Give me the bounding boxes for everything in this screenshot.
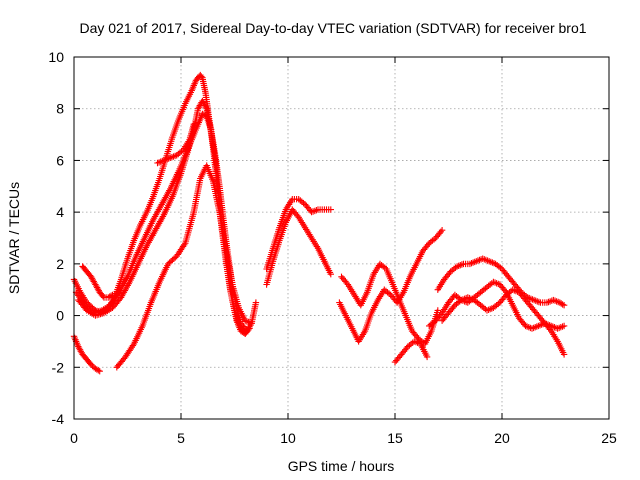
- data-point-track7: [190, 121, 197, 128]
- data-point-track10: [424, 241, 432, 248]
- x-tick-label: 10: [280, 430, 296, 446]
- data-point-track15: [501, 293, 509, 300]
- y-tick-label: -2: [52, 359, 65, 375]
- data-point-track6: [116, 290, 123, 297]
- data-point-track6: [117, 289, 125, 296]
- y-tick-label: 0: [56, 308, 64, 324]
- y-tick-label: 8: [56, 101, 64, 117]
- x-tick-label: 5: [177, 430, 185, 446]
- data-point-track3: [244, 327, 251, 335]
- data-point-track11: [343, 279, 350, 287]
- data-point-track6: [107, 292, 115, 299]
- data-point-track6: [99, 293, 107, 300]
- x-tick-label: 15: [387, 430, 403, 446]
- data-point-track8: [327, 206, 334, 213]
- y-tick-label: 6: [56, 152, 64, 168]
- grid: [74, 57, 609, 419]
- plot-frame: [73, 56, 610, 420]
- data-point-track5: [96, 368, 103, 375]
- data-point-track14: [560, 302, 568, 309]
- data-point-track11: [414, 334, 421, 341]
- data-points: [70, 71, 568, 375]
- data-point-track13: [560, 322, 568, 330]
- data-point-track5: [95, 367, 102, 374]
- y-tick-label: 10: [48, 49, 64, 65]
- x-tick-label: 0: [70, 430, 78, 446]
- data-point-track11: [434, 307, 441, 314]
- data-point-track12: [423, 353, 431, 361]
- y-axis-label: SDTVAR / TECUs: [6, 182, 22, 294]
- data-point-track14: [559, 301, 566, 308]
- x-tick-label: 20: [494, 430, 510, 446]
- x-tick-label: 25: [601, 430, 617, 446]
- data-point-track4: [252, 299, 260, 306]
- data-point-track9: [327, 271, 334, 278]
- x-axis-label: GPS time / hours: [288, 458, 395, 474]
- data-point-track15: [560, 351, 568, 358]
- data-point-track1: [198, 73, 205, 80]
- data-point-track10: [438, 227, 446, 234]
- y-tick-label: 4: [56, 204, 64, 220]
- data-point-track2: [202, 104, 209, 111]
- y-tick-label: -4: [52, 411, 65, 427]
- axis-ticks: 0 5 10 15 20 25 -4 -2 0 2 4 6 8 10: [48, 49, 617, 446]
- y-tick-label: 2: [56, 256, 64, 272]
- chart-title: Day 021 of 2017, Sidereal Day-to-day VTE…: [79, 20, 586, 36]
